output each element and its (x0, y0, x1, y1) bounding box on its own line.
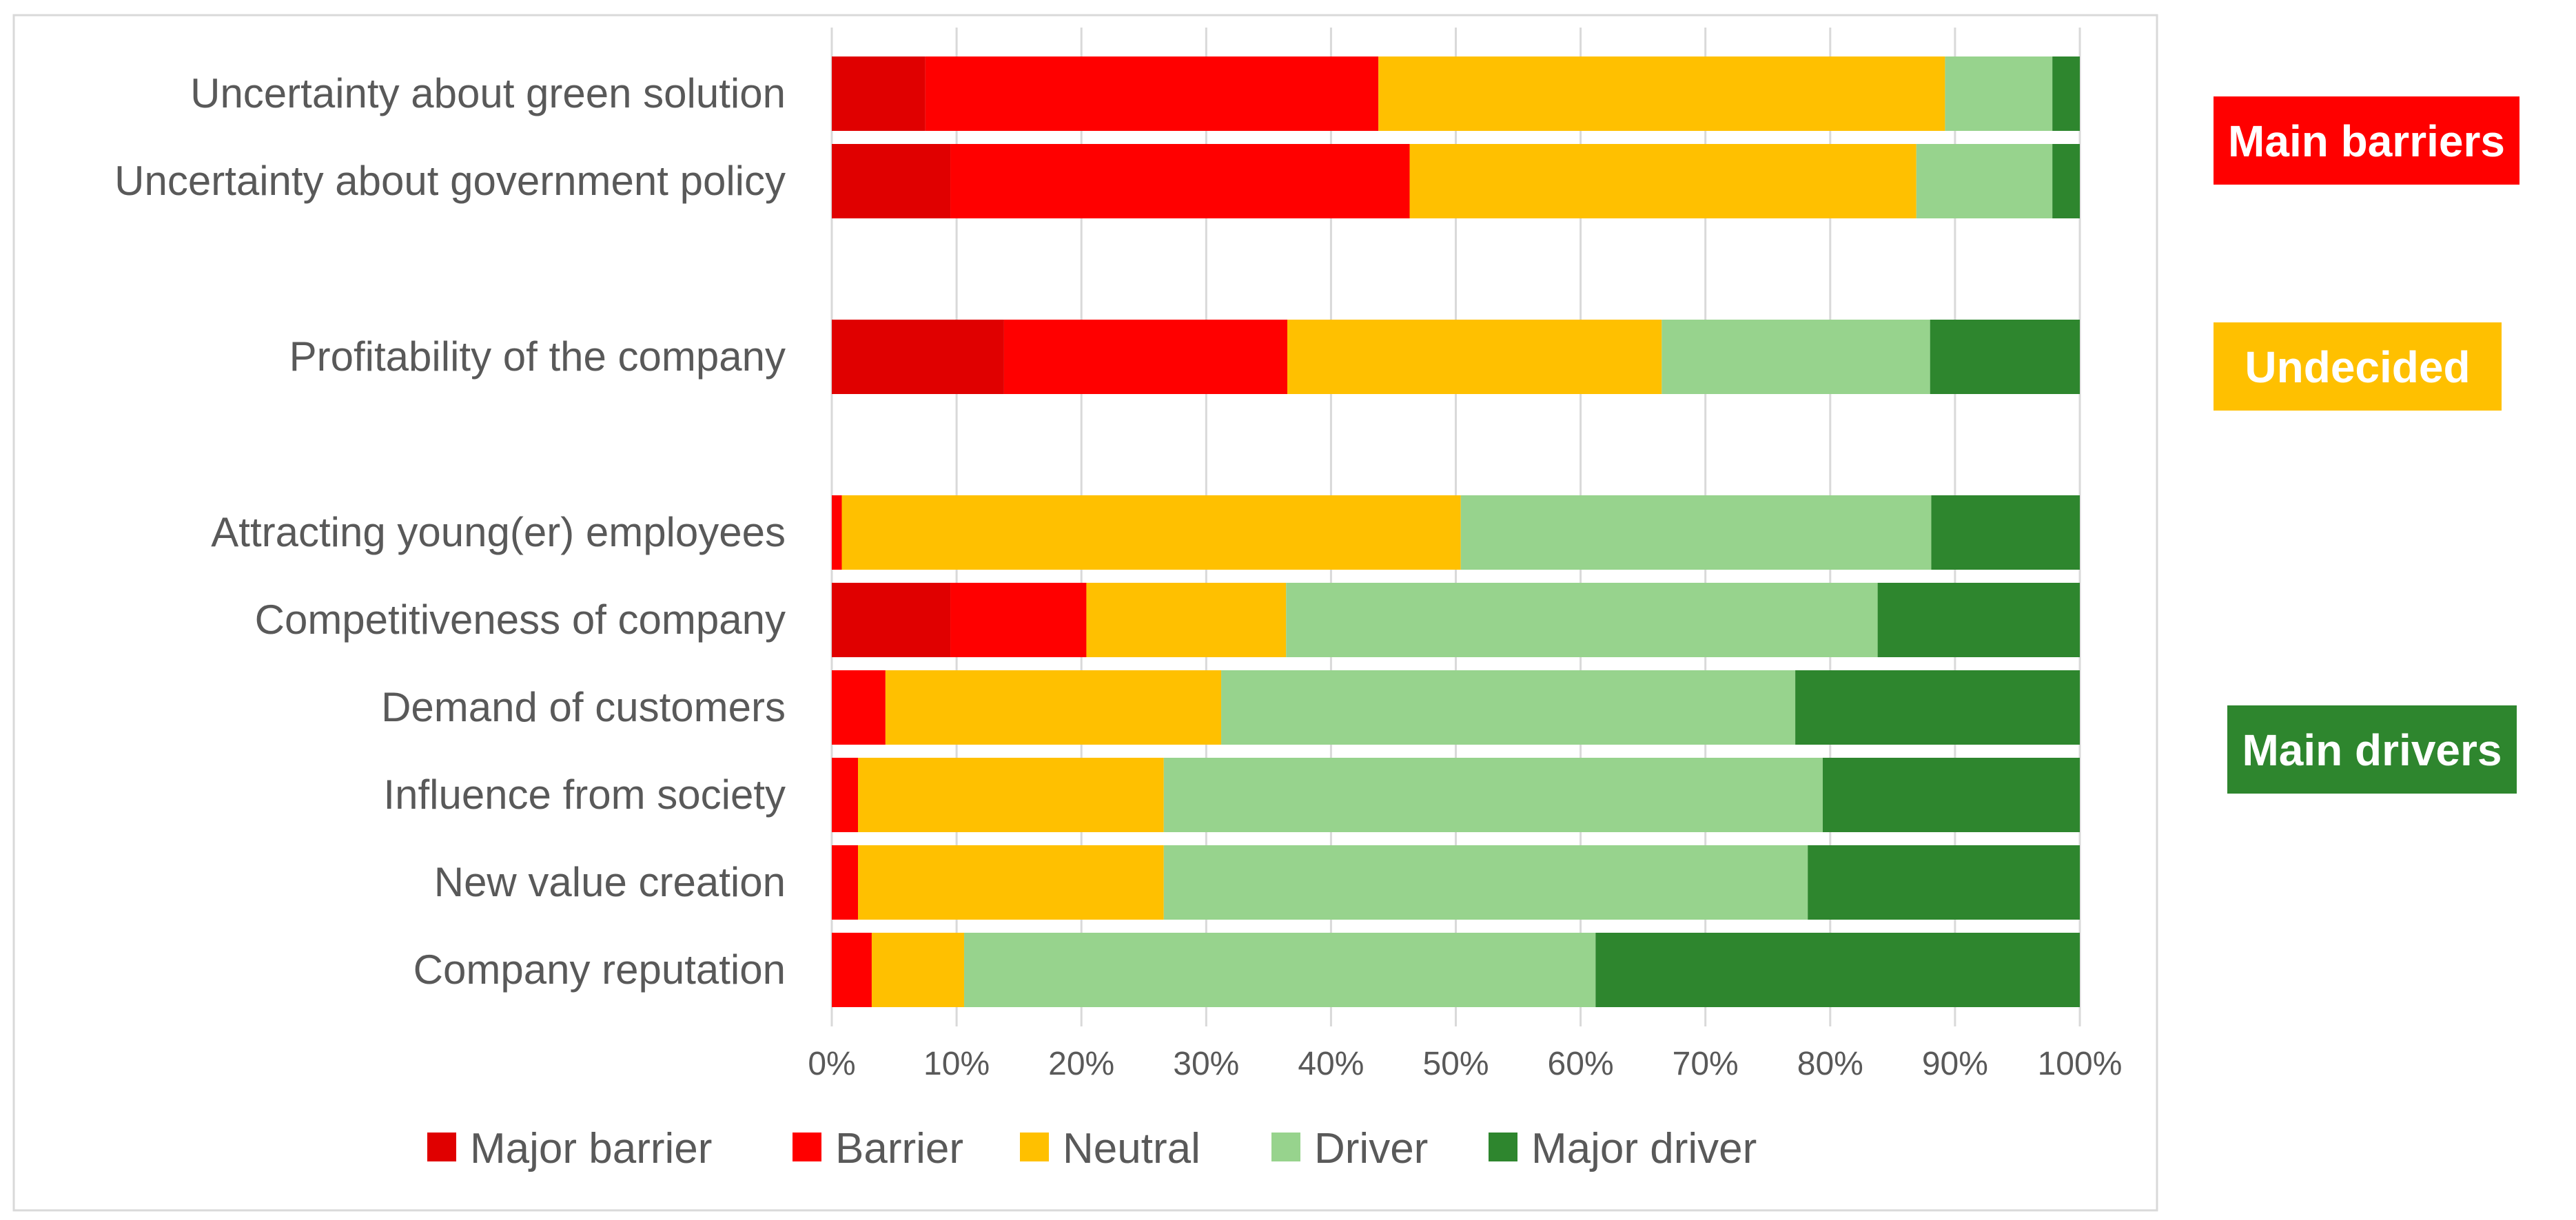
x-axis-tick-labels: 0% 10% 20% 30% 40% 50% 60% 70% 80% 90% 100% (808, 1046, 2122, 1082)
x-tick-0: 0% (808, 1046, 855, 1082)
bar-company-reputation-neutral (871, 933, 964, 1007)
bar-competitiveness-of-company-barrier (950, 583, 1087, 657)
bar-demand-of-customers-barrier (832, 670, 886, 745)
category-label-uncertainty-about-government-policy: Uncertainty about government policy (114, 158, 786, 204)
category-label-new-value-creation: New value creation (434, 859, 786, 905)
category-label-influence-from-society: Influence from society (383, 772, 786, 818)
bar-profitability-of-the-company-major-barrier (832, 320, 1004, 394)
bar-demand-of-customers-driver (1221, 670, 1796, 745)
bar-competitiveness-of-company-neutral (1086, 583, 1287, 657)
legend: Major barrier Barrier Neutral Driver Major d… (427, 1125, 1757, 1172)
x-tick-30: 30% (1173, 1046, 1239, 1082)
category-label-company-reputation: Company reputation (413, 947, 786, 993)
bar-influence-from-society-barrier (832, 758, 859, 832)
x-tick-90: 90% (1922, 1046, 1988, 1082)
bar-uncertainty-about-green-solution-major-driver (2052, 56, 2080, 131)
legend-label-major-driver: Major driver (1531, 1125, 1757, 1172)
bar-demand-of-customers-major-driver (1795, 670, 2080, 745)
legend-swatch-major-driver (1489, 1133, 1517, 1161)
legend-label-driver: Driver (1314, 1125, 1428, 1172)
legend-swatch-major-barrier (427, 1133, 456, 1161)
bar-new-value-creation-driver (1163, 845, 1808, 920)
bar-uncertainty-about-government-policy-driver (1916, 144, 2053, 218)
badge-label-main-drivers: Main drivers (2242, 725, 2502, 775)
bar-company-reputation-driver (963, 933, 1596, 1007)
bar-influence-from-society-driver (1163, 758, 1823, 832)
x-tick-40: 40% (1298, 1046, 1364, 1082)
bar-company-reputation-barrier (832, 933, 872, 1007)
bar-uncertainty-about-government-policy-major-barrier (832, 144, 951, 218)
badge-label-undecided: Undecided (2245, 342, 2470, 392)
legend-label-barrier: Barrier (835, 1125, 963, 1172)
bar-uncertainty-about-green-solution-barrier (925, 56, 1379, 131)
badge-undecided (2214, 322, 2502, 411)
bar-uncertainty-about-green-solution-major-barrier (832, 56, 926, 131)
bar-profitability-of-the-company-barrier (1003, 320, 1288, 394)
badge-label-main-barriers: Main barriers (2228, 116, 2505, 166)
category-label-attracting-young-er-employees: Attracting young(er) employees (211, 509, 786, 555)
x-tick-80: 80% (1797, 1046, 1863, 1082)
legend-swatch-driver (1271, 1133, 1300, 1161)
bar-uncertainty-about-government-policy-major-driver (2052, 144, 2080, 218)
bar-influence-from-society-major-driver (1822, 758, 2080, 832)
x-tick-10: 10% (923, 1046, 990, 1082)
badge-main-barriers (2214, 96, 2519, 185)
bar-new-value-creation-major-driver (1808, 845, 2080, 920)
category-label-profitability-of-the-company: Profitability of the company (289, 333, 786, 380)
category-label-competitiveness-of-company: Competitiveness of company (255, 597, 786, 643)
bar-competitiveness-of-company-driver (1286, 583, 1878, 657)
x-tick-50: 50% (1422, 1046, 1489, 1082)
bar-attracting-young-er-employees-barrier (832, 495, 842, 570)
bar-uncertainty-about-green-solution-driver (1945, 56, 2053, 131)
x-tick-60: 60% (1548, 1046, 1614, 1082)
bar-attracting-young-er-employees-driver (1460, 495, 1932, 570)
legend-label-major-barrier: Major barrier (470, 1125, 712, 1172)
bar-demand-of-customers-neutral (885, 670, 1222, 745)
bar-new-value-creation-neutral (858, 845, 1164, 920)
bar-company-reputation-major-driver (1595, 933, 2080, 1007)
legend-label-neutral: Neutral (1063, 1125, 1200, 1172)
annotations: Main barriers Undecided Main drivers (2214, 96, 2519, 794)
bar-competitiveness-of-company-major-driver (1877, 583, 2080, 657)
bar-influence-from-society-neutral (858, 758, 1164, 832)
bar-profitability-of-the-company-driver (1662, 320, 1930, 394)
bar-attracting-young-er-employees-major-driver (1931, 495, 2080, 570)
x-tick-100: 100% (2038, 1046, 2123, 1082)
x-tick-20: 20% (1048, 1046, 1114, 1082)
badge-main-drivers (2227, 705, 2517, 794)
bar-uncertainty-about-government-policy-barrier (950, 144, 1410, 218)
bar-competitiveness-of-company-major-barrier (832, 583, 951, 657)
bar-profitability-of-the-company-major-driver (1930, 320, 2080, 394)
bar-attracting-young-er-employees-neutral (841, 495, 1461, 570)
category-label-demand-of-customers: Demand of customers (381, 684, 786, 730)
bar-uncertainty-about-green-solution-neutral (1378, 56, 1945, 131)
bar-new-value-creation-barrier (832, 845, 859, 920)
legend-swatch-barrier (793, 1133, 821, 1161)
bar-uncertainty-about-government-policy-neutral (1409, 144, 1916, 218)
legend-swatch-neutral (1020, 1133, 1049, 1161)
category-label-uncertainty-about-green-solution: Uncertainty about green solution (190, 70, 786, 116)
x-tick-70: 70% (1673, 1046, 1739, 1082)
bars (832, 56, 2080, 1007)
category-labels: Uncertainty about green solution Uncertai… (114, 70, 786, 993)
bar-profitability-of-the-company-neutral (1287, 320, 1662, 394)
